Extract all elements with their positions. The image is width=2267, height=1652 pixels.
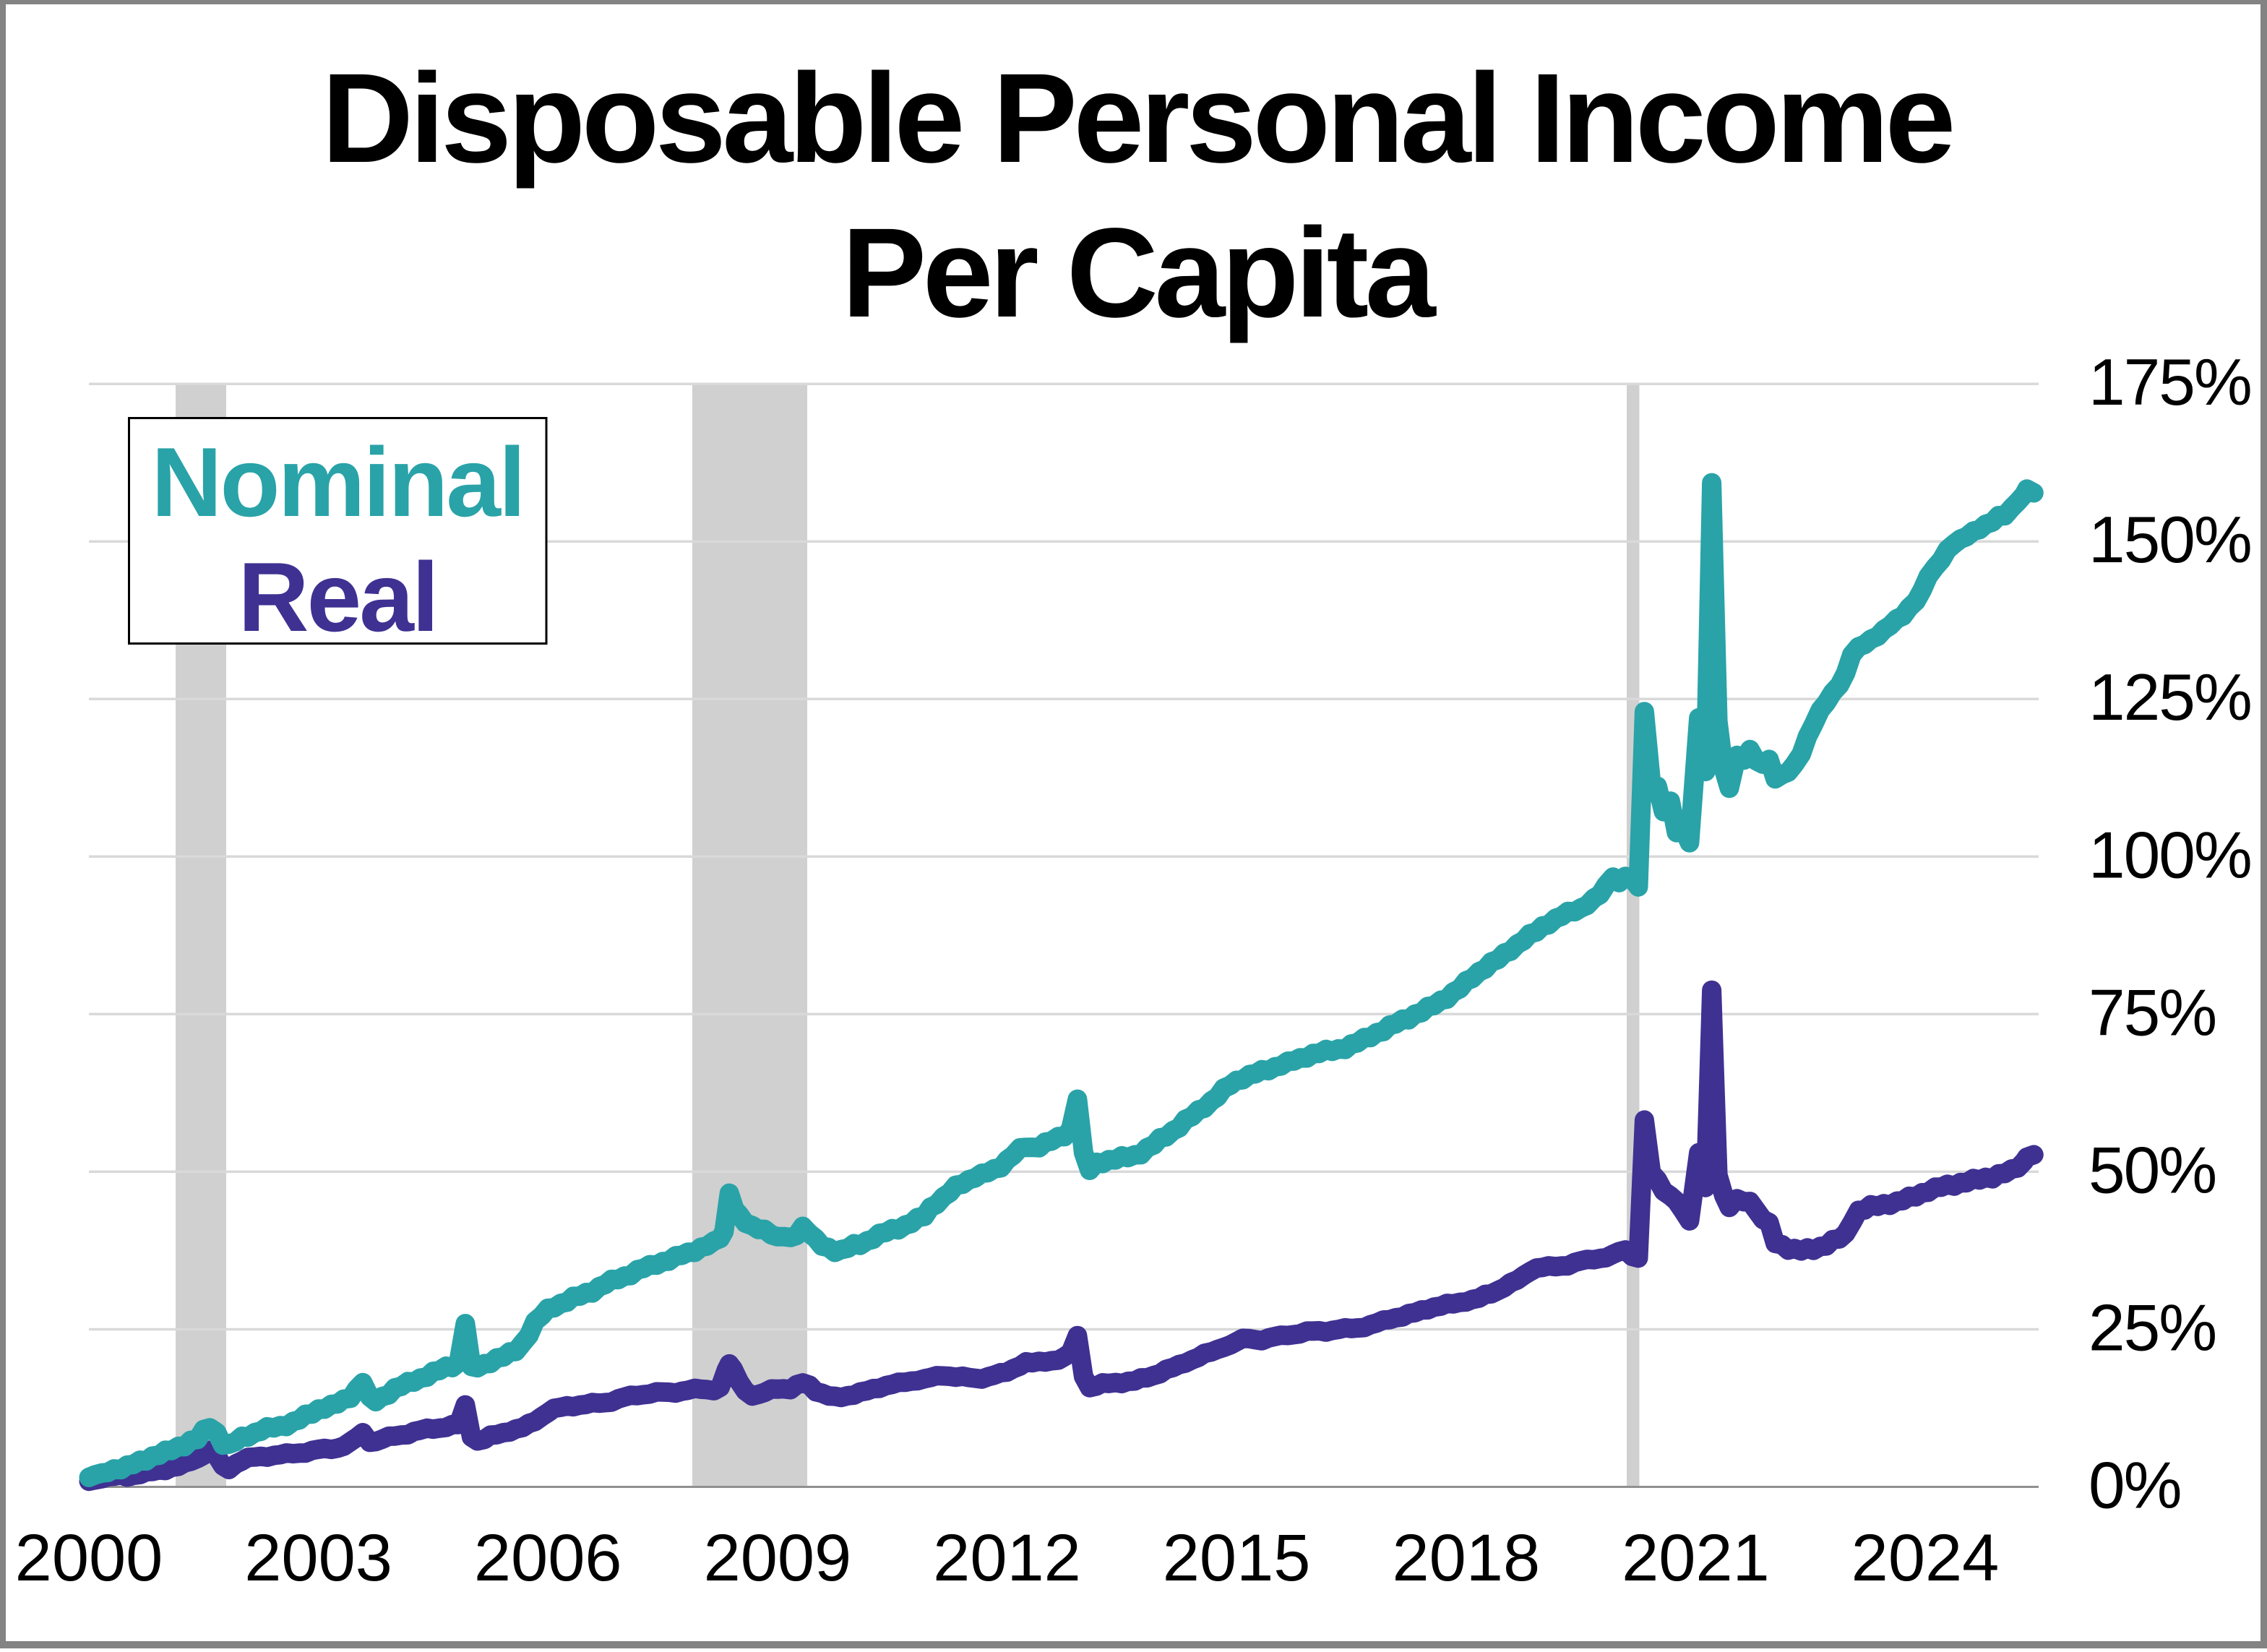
svg-text:2006: 2006 — [474, 1521, 622, 1595]
svg-text:25%: 25% — [2089, 1292, 2216, 1365]
svg-text:2021: 2021 — [1622, 1521, 1770, 1595]
svg-text:0%: 0% — [2089, 1450, 2181, 1523]
svg-text:2003: 2003 — [244, 1521, 392, 1595]
svg-text:50%: 50% — [2089, 1134, 2216, 1207]
svg-text:175%: 175% — [2089, 346, 2251, 419]
svg-text:Nominal: Nominal — [151, 427, 524, 537]
svg-text:150%: 150% — [2089, 504, 2251, 577]
svg-text:Per Capita: Per Capita — [842, 202, 1437, 344]
svg-text:2024: 2024 — [1851, 1521, 2000, 1595]
svg-text:Real: Real — [238, 542, 436, 652]
svg-text:2018: 2018 — [1392, 1521, 1540, 1595]
svg-text:2000: 2000 — [15, 1521, 163, 1595]
svg-text:2015: 2015 — [1163, 1521, 1311, 1595]
svg-text:75%: 75% — [2089, 976, 2216, 1049]
svg-text:2012: 2012 — [933, 1521, 1081, 1595]
svg-text:100%: 100% — [2089, 819, 2251, 892]
svg-text:125%: 125% — [2089, 661, 2251, 734]
svg-text:Disposable Personal Income: Disposable Personal Income — [322, 48, 1952, 189]
svg-text:2009: 2009 — [704, 1521, 852, 1595]
